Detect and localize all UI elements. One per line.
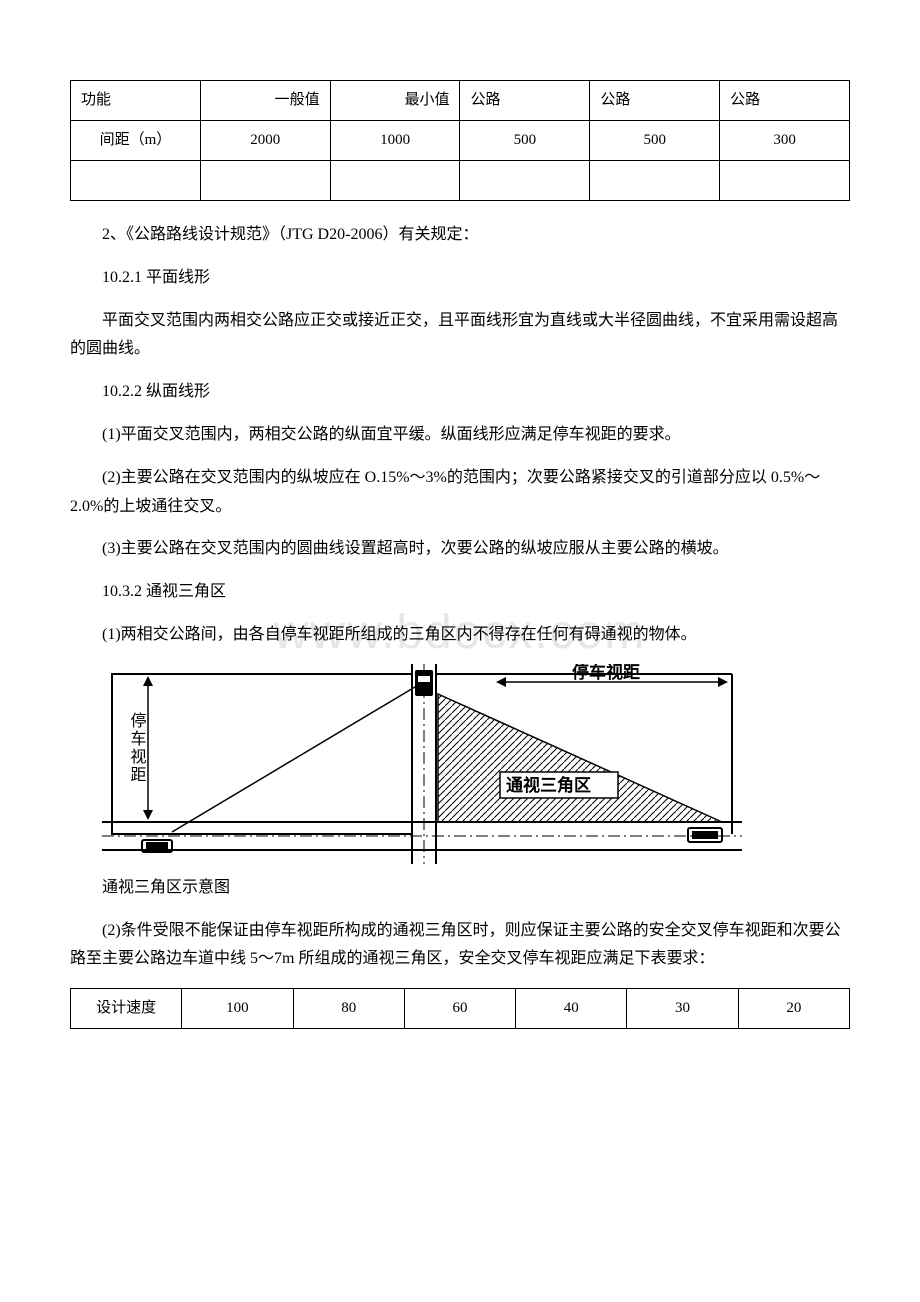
- cell-value: 60: [404, 989, 515, 1029]
- paragraph: (2)条件受限不能保证由停车视距所构成的通视三角区时，则应保证主要公路的安全交叉…: [70, 917, 850, 975]
- cell-value: 40: [516, 989, 627, 1029]
- cell-road-label: 公路: [720, 81, 850, 121]
- paragraph: (1)平面交叉范围内，两相交公路的纵面宜平缓。纵面线形应满足停车视距的要求。: [70, 421, 850, 450]
- empty-cell: [460, 161, 590, 201]
- cell-value: 1000: [330, 121, 460, 161]
- section-heading: 10.2.1 平面线形: [70, 264, 850, 293]
- cell-value: 500: [460, 121, 590, 161]
- document-body: 功能 一般值 最小值 公路 公路 公路 间距（m） 2000 1000 500 …: [70, 80, 850, 1029]
- sight-triangle-diagram: 停车视距停车视距通视三角区: [102, 664, 850, 864]
- diagram-svg: 停车视距停车视距通视三角区: [102, 664, 742, 864]
- empty-cell: [71, 161, 201, 201]
- cell-road-label: 公路: [590, 81, 720, 121]
- cell-general-label: 一般值: [200, 81, 330, 121]
- empty-cell: [590, 161, 720, 201]
- design-speed-table: 设计速度 100 80 60 40 30 20: [70, 988, 850, 1029]
- cell-value: 30: [627, 989, 738, 1029]
- figure-caption: 通视三角区示意图: [70, 874, 850, 903]
- cell-design-speed-label: 设计速度: [71, 989, 182, 1029]
- cell-value: 20: [738, 989, 849, 1029]
- cell-spacing-label: 间距（m）: [71, 121, 201, 161]
- svg-text:停车视距: 停车视距: [128, 712, 147, 784]
- section-heading: 10.2.2 纵面线形: [70, 378, 850, 407]
- table-row: 设计速度 100 80 60 40 30 20: [71, 989, 850, 1029]
- cell-value: 500: [590, 121, 720, 161]
- empty-cell: [200, 161, 330, 201]
- empty-cell: [720, 161, 850, 201]
- cell-function-label: 功能: [71, 81, 201, 121]
- paragraph: (1)两相交公路间，由各自停车视距所组成的三角区内不得存在任何有碍通视的物体。: [70, 621, 850, 650]
- table-row: 功能 一般值 最小值 公路 公路 公路: [71, 81, 850, 121]
- cell-value: 100: [182, 989, 293, 1029]
- paragraph: (2)主要公路在交叉范围内的纵坡应在 O.15%～3%的范围内；次要公路紧接交叉…: [70, 464, 850, 522]
- spacing-table: 功能 一般值 最小值 公路 公路 公路 间距（m） 2000 1000 500 …: [70, 80, 850, 201]
- table-row: 间距（m） 2000 1000 500 500 300: [71, 121, 850, 161]
- section-heading: 10.3.2 通视三角区: [70, 578, 850, 607]
- cell-value: 80: [293, 989, 404, 1029]
- svg-text:停车视距: 停车视距: [572, 664, 640, 682]
- svg-text:通视三角区: 通视三角区: [506, 775, 591, 795]
- cell-road-label: 公路: [460, 81, 590, 121]
- table-row-empty: [71, 161, 850, 201]
- empty-cell: [330, 161, 460, 201]
- cell-value: 2000: [200, 121, 330, 161]
- paragraph: 2、《公路路线设计规范》（JTG D20-2006）有关规定：: [70, 221, 850, 250]
- paragraph: (3)主要公路在交叉范围内的圆曲线设置超高时，次要公路的纵坡应服从主要公路的横坡…: [70, 535, 850, 564]
- paragraph: 平面交叉范围内两相交公路应正交或接近正交，且平面线形宜为直线或大半径圆曲线，不宜…: [70, 307, 850, 365]
- cell-min-label: 最小值: [330, 81, 460, 121]
- cell-value: 300: [720, 121, 850, 161]
